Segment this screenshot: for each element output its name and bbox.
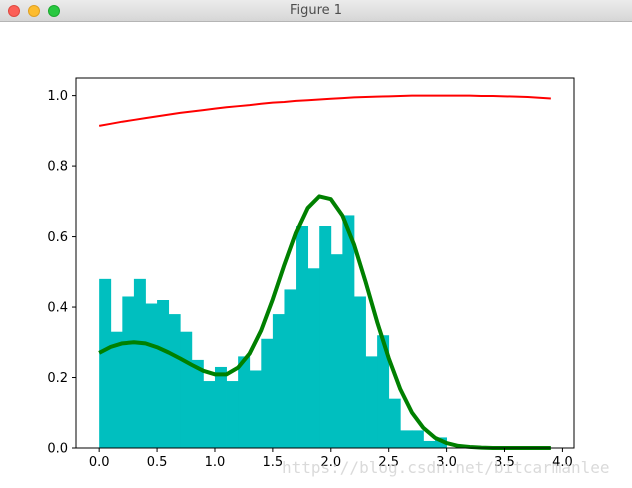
histogram-bar — [284, 289, 297, 448]
histogram-bar — [110, 331, 123, 448]
y-tick-label: 0.2 — [47, 371, 68, 386]
x-tick-label: 0.5 — [147, 455, 168, 470]
histogram-chart: 0.0 0.5 1.0 1.5 2.0 2.5 3.0 3.5 4.0 0.0 0.2 0.4 0.6… — [47, 77, 575, 470]
x-tick-label: 2.5 — [378, 455, 399, 470]
x-tick-label: 2.0 — [320, 455, 341, 470]
x-tick-label: 3.5 — [494, 455, 515, 470]
histogram-bar — [377, 335, 390, 448]
histogram-bar — [411, 430, 424, 448]
histogram-bar — [157, 300, 170, 448]
histogram-bar — [145, 303, 158, 448]
histogram-bar — [238, 356, 251, 448]
x-tick-label: 4.0 — [552, 455, 573, 470]
histogram-bars — [99, 215, 448, 448]
histogram-bar — [133, 278, 146, 448]
y-axis: 0.0 0.2 0.4 0.6 0.8 1.0 — [47, 89, 76, 457]
zoom-window-button[interactable] — [48, 5, 60, 17]
histogram-bar — [226, 381, 239, 448]
axes-frame — [75, 77, 575, 449]
histogram-bar — [261, 338, 274, 448]
histogram-bar — [272, 314, 285, 448]
histogram-bar — [203, 381, 216, 448]
window-title: Figure 1 — [289, 3, 343, 18]
green-density-line — [98, 194, 551, 450]
histogram-bar — [353, 296, 366, 448]
histogram-bar — [365, 356, 378, 448]
title-bar: Figure 1 — [0, 0, 632, 22]
histogram-bar — [214, 366, 227, 448]
histogram-bar — [319, 226, 332, 448]
y-tick-label: 0.8 — [47, 160, 68, 175]
x-tick-label: 1.0 — [205, 455, 226, 470]
histogram-bar — [388, 398, 401, 448]
y-tick-label: 0.6 — [47, 230, 68, 245]
x-axis: 0.0 0.5 1.0 1.5 2.0 2.5 3.0 3.5 4.0 — [89, 448, 573, 470]
x-tick-label: 1.5 — [263, 455, 284, 470]
histogram-bar — [122, 296, 135, 448]
y-tick-label: 0.4 — [47, 301, 68, 316]
histogram-bar — [191, 359, 204, 448]
histogram-bar — [400, 430, 413, 448]
y-tick-label: 0.0 — [47, 442, 68, 457]
x-tick-label: 0.0 — [89, 455, 110, 470]
close-window-button[interactable] — [8, 5, 20, 17]
histogram-bar — [99, 278, 112, 448]
y-tick-label: 1.0 — [47, 89, 68, 104]
watermark-text: https://blog.csdn.net/bitcarmanlee — [282, 458, 610, 477]
chart-lines — [98, 94, 551, 450]
histogram-bar — [296, 226, 309, 448]
histogram-bar — [180, 331, 193, 448]
histogram-bar — [330, 254, 343, 448]
minimize-window-button[interactable] — [28, 5, 40, 17]
histogram-bar — [168, 314, 181, 448]
histogram-bar — [249, 370, 262, 448]
histogram-bar — [307, 268, 320, 448]
histogram-bar — [423, 440, 436, 448]
red-curve-line — [98, 94, 551, 127]
x-tick-label: 3.0 — [436, 455, 457, 470]
histogram-bar — [342, 215, 355, 448]
